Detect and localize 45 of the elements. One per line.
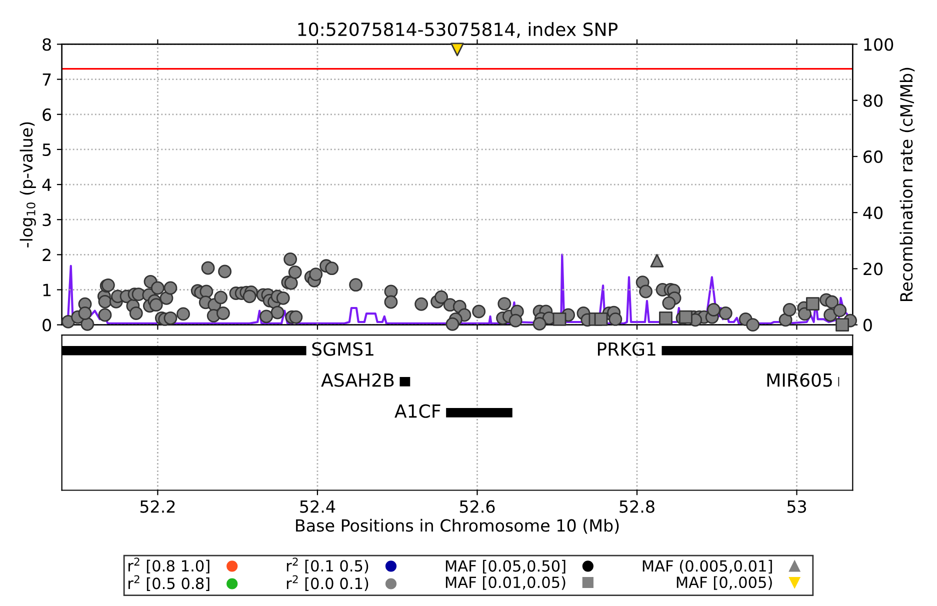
y-tick-label: 8 <box>42 38 51 51</box>
y2-tick-label: 80 <box>864 94 882 107</box>
series-label: ASAH2B <box>321 373 394 387</box>
series-label: PRKG1 <box>598 342 656 356</box>
x-tick-label: 52.6 <box>460 500 495 513</box>
legend-label: r$^{2}$ [0.1 0.5) <box>286 558 368 574</box>
series-label: SGMS1 <box>312 342 374 356</box>
y2-tick-label: 60 <box>864 150 882 164</box>
legend-label: MAF [0.01,0.05) <box>446 576 566 590</box>
y-tick-label: 3 <box>42 214 51 226</box>
series-label: MIR605 <box>767 373 832 387</box>
x-tick-label: 52.2 <box>140 500 175 513</box>
y-tick-label: 5 <box>42 144 51 156</box>
series-label: A1CF <box>394 404 440 418</box>
point <box>450 42 464 56</box>
point <box>679 310 692 324</box>
y2-tick-label: 0 <box>863 318 872 332</box>
point <box>806 297 820 310</box>
x-axis-title: Base Positions in Chromosome 10 (Mb) <box>296 518 619 534</box>
legend-label: MAF (0.005,0.01] <box>642 560 772 574</box>
x-tick-label: 53 <box>787 500 806 513</box>
y-tick-label: 7 <box>42 73 51 86</box>
x-tick-label: 52.4 <box>300 500 336 513</box>
x-tick-label: 52.8 <box>620 500 654 513</box>
y2-tick-label: 40 <box>863 206 882 220</box>
legend-label: MAF [0.05,0.50] <box>446 560 566 574</box>
y-axis-title: -log$_{10}$ (p-value) <box>20 122 36 248</box>
point <box>650 254 664 268</box>
point <box>552 312 566 326</box>
point <box>659 311 672 325</box>
y-tick-label: 2 <box>42 248 50 262</box>
y-tick-label: 0 <box>42 318 52 332</box>
point <box>594 312 608 326</box>
legend-label: r$^{2}$ [0.0 0.1) <box>286 575 368 591</box>
y-tick-label: 6 <box>42 108 52 121</box>
y2-tick-label: 20 <box>864 262 882 276</box>
y2-tick-label: 100 <box>864 38 894 51</box>
legend-label: MAF [0,.005) <box>676 576 772 590</box>
y2-axis-title: Recombination rate (cM/Mb) <box>900 68 915 301</box>
legend-label: r$^{2}$ [0.8 1.0] <box>128 558 210 574</box>
chart-title: 10:52075814-53075814, index SNP <box>298 22 618 38</box>
legend-label: r$^{2}$ [0.5 0.8] <box>128 575 210 591</box>
y-tick-label: 4 <box>42 178 52 191</box>
y-tick-label: 1 <box>43 284 51 296</box>
point <box>836 318 849 332</box>
